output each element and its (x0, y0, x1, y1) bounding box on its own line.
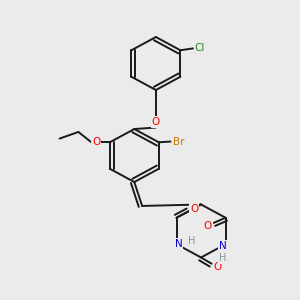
Text: N: N (218, 241, 226, 251)
Text: Cl: Cl (195, 44, 205, 53)
Text: N: N (175, 239, 182, 249)
Text: O: O (152, 117, 160, 127)
Text: O: O (213, 262, 222, 272)
Text: H: H (188, 236, 195, 246)
Text: H: H (219, 253, 226, 263)
Text: O: O (92, 137, 100, 147)
Text: O: O (190, 203, 198, 214)
Text: Br: Br (173, 136, 185, 146)
Text: O: O (204, 221, 212, 231)
